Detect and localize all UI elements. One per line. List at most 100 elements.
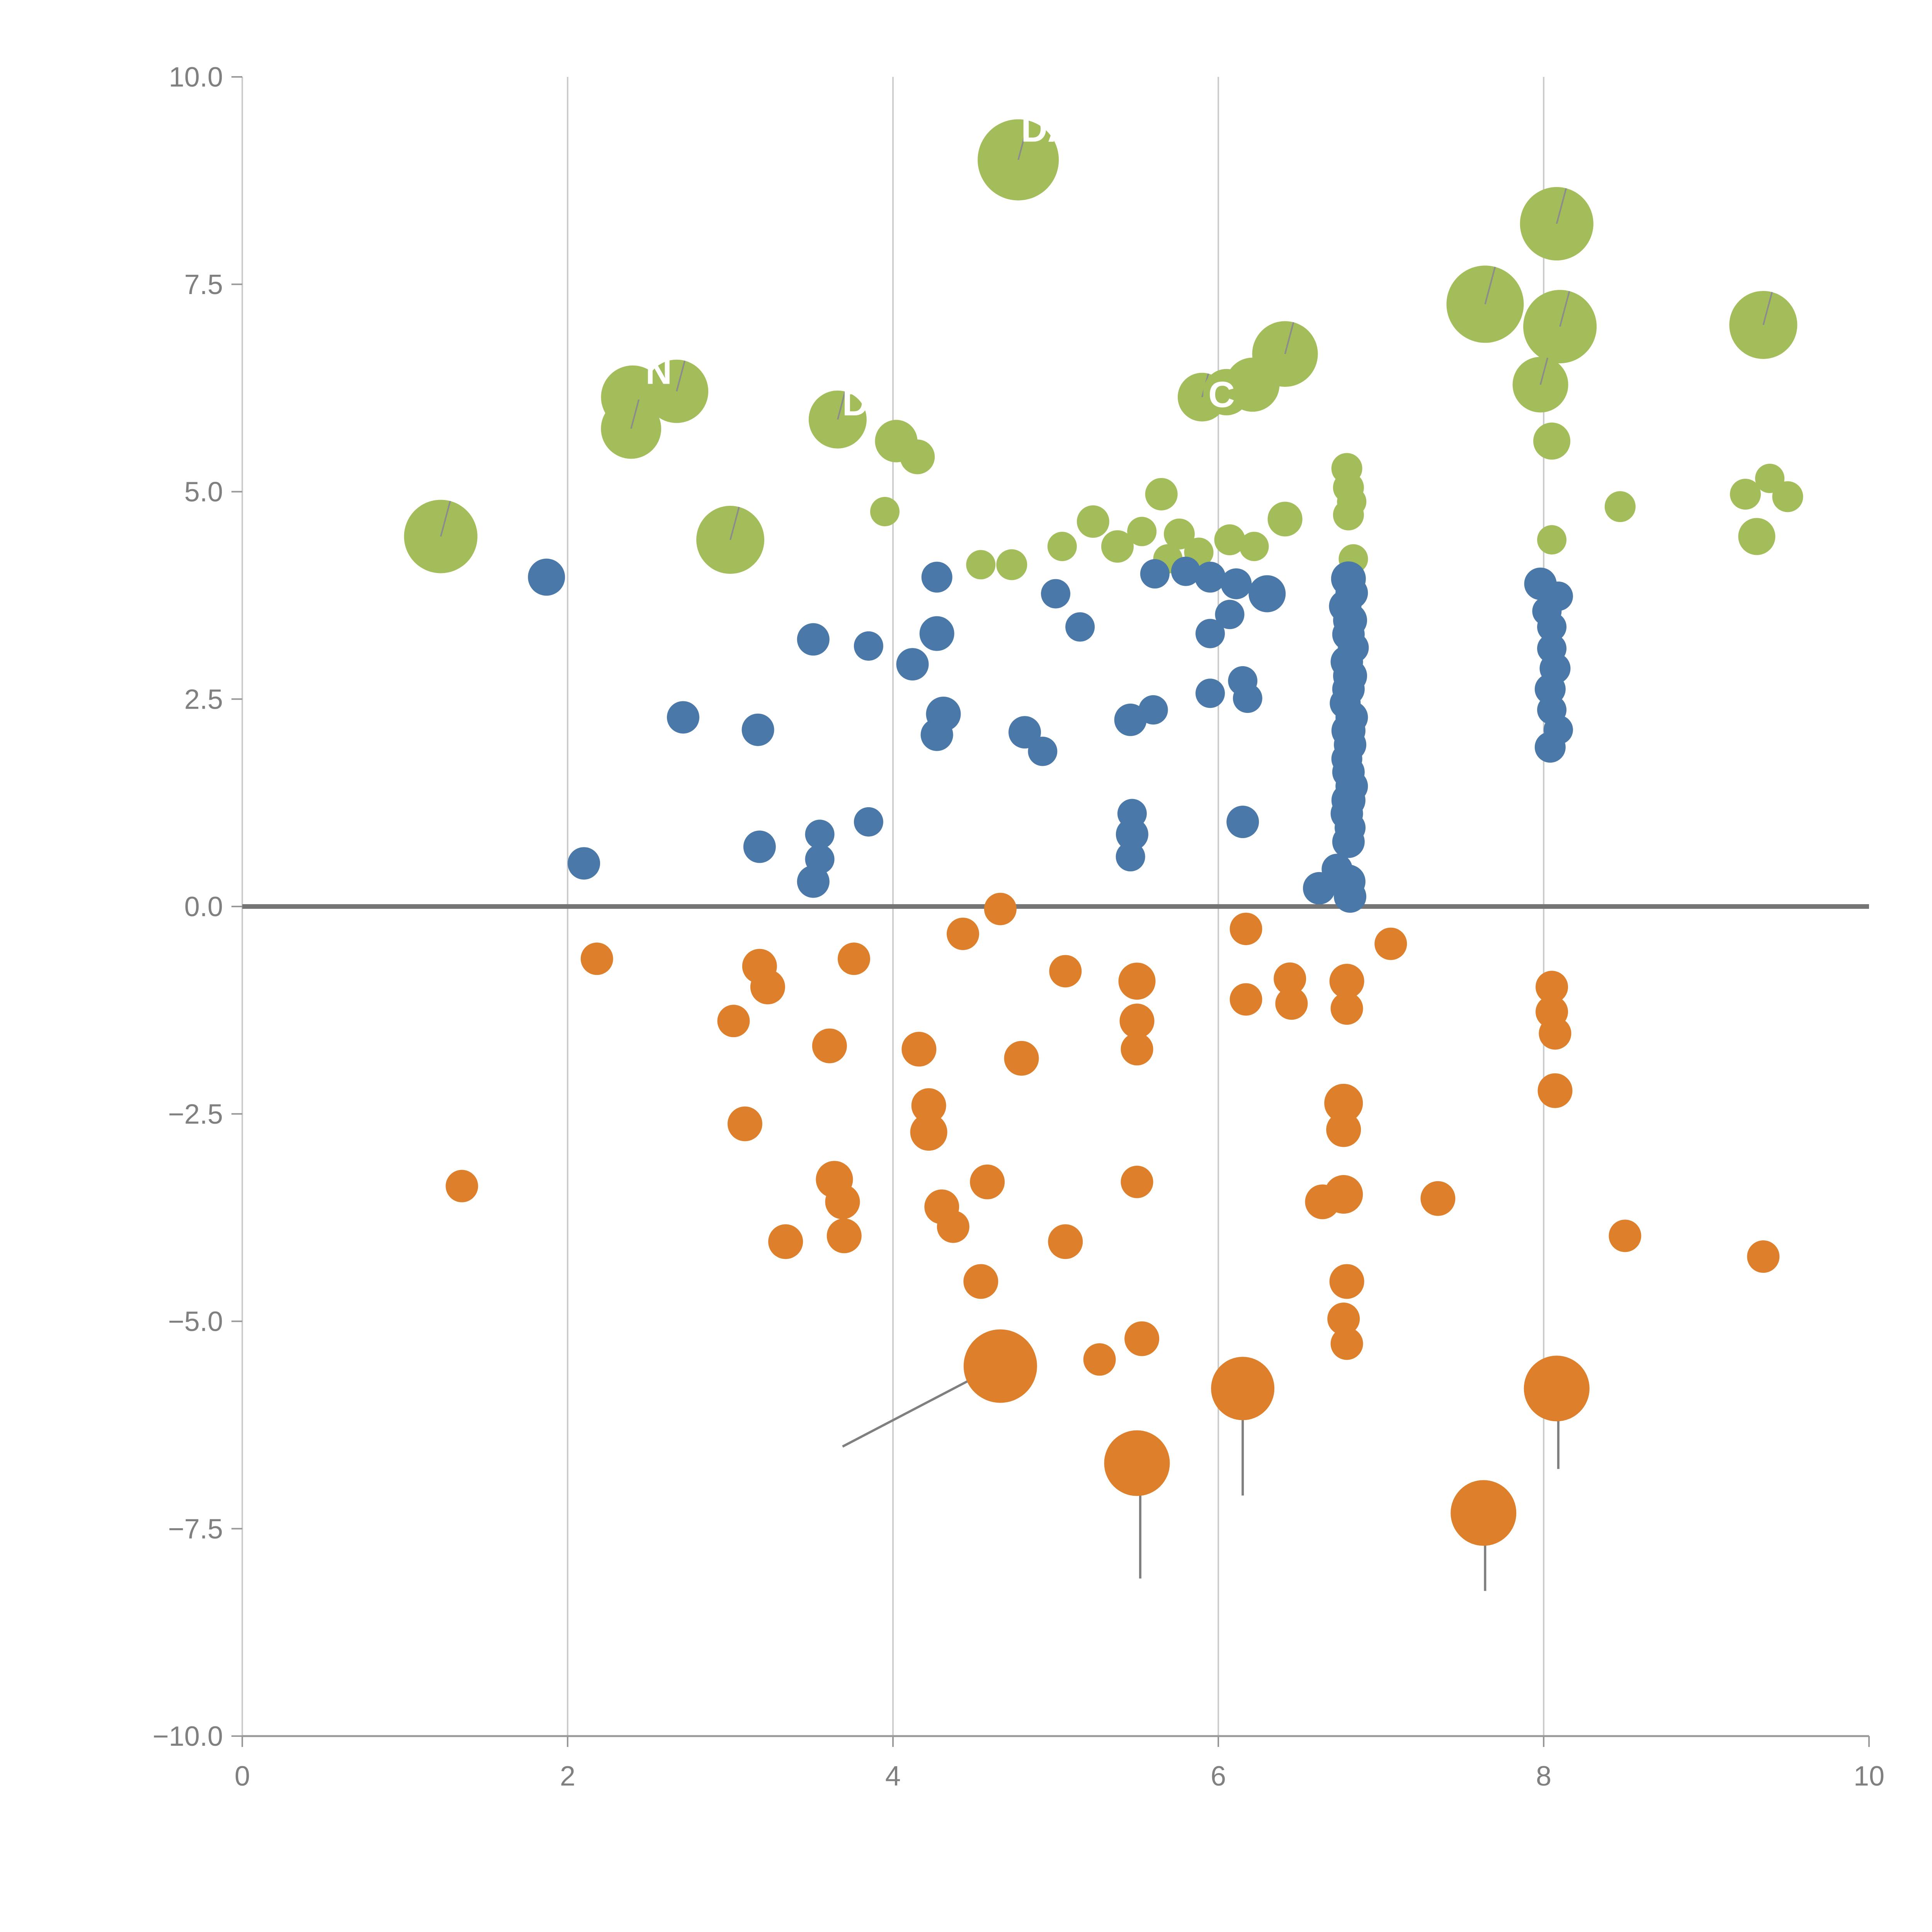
data-point-orange — [1083, 1343, 1116, 1376]
data-point-green — [1533, 422, 1571, 460]
data-point-blue — [667, 701, 699, 734]
data-point-orange — [727, 1106, 762, 1141]
data-point-blue — [528, 558, 565, 596]
data-point-orange — [1211, 1357, 1275, 1420]
data-point-blue — [1248, 575, 1286, 612]
x-tick-label: 6 — [1211, 1761, 1226, 1792]
data-point-orange — [1330, 1327, 1363, 1360]
data-point-orange — [837, 942, 870, 975]
data-point-orange — [1524, 1355, 1590, 1422]
data-point-blue — [1233, 684, 1262, 713]
data-point-blue — [1140, 559, 1170, 589]
data-point-orange — [1121, 1033, 1153, 1066]
whisker-line — [842, 1376, 975, 1448]
data-point-blue — [743, 830, 776, 863]
data-point-green — [870, 497, 900, 527]
data-point-orange — [1104, 1430, 1170, 1496]
data-point-green — [1203, 369, 1250, 415]
data-point-blue — [920, 718, 953, 751]
data-point-blue — [854, 807, 883, 837]
data-point-orange — [768, 1224, 803, 1259]
data-point-orange — [1420, 1181, 1456, 1216]
data-point-orange — [717, 1005, 750, 1037]
data-point-blue — [1116, 818, 1148, 851]
bubble-label: LE — [1572, 353, 1619, 394]
data-point-blue — [1028, 736, 1058, 766]
data-point-green — [1077, 505, 1109, 538]
data-point-orange — [812, 1028, 847, 1063]
data-point-orange — [947, 917, 980, 950]
data-point-green — [1145, 478, 1178, 510]
data-point-blue — [1041, 579, 1070, 609]
data-point-orange — [1124, 1321, 1160, 1356]
bubble-label: DA — [1021, 109, 1074, 150]
data-point-orange — [1329, 1264, 1364, 1299]
data-point-orange — [901, 1032, 937, 1067]
pie-notch-line — [676, 360, 686, 392]
data-point-blue — [1194, 561, 1226, 593]
x-tick-label: 8 — [1536, 1761, 1551, 1792]
y-tick-label: −2.5 — [168, 1099, 223, 1130]
data-point-orange — [580, 942, 613, 975]
data-point-orange — [1536, 971, 1568, 1003]
data-point-blue — [919, 616, 954, 651]
data-point-green — [1047, 532, 1077, 561]
data-point-green — [1127, 517, 1157, 546]
pie-notch-line — [630, 399, 640, 429]
data-point-blue — [921, 561, 952, 593]
x-tick-label: 0 — [235, 1761, 250, 1792]
data-point-green — [1214, 524, 1245, 556]
data-point-orange — [750, 969, 785, 1005]
y-tick-label: −7.5 — [168, 1514, 223, 1544]
data-point-blue — [1138, 695, 1168, 725]
y-tick-label: 5.0 — [184, 477, 223, 508]
data-point-orange — [910, 1113, 947, 1151]
data-point-orange — [1330, 992, 1363, 1025]
data-point-green — [1604, 491, 1636, 522]
bubble-label: N — [645, 351, 672, 392]
data-point-blue — [1534, 731, 1566, 763]
pie-notch-line — [837, 391, 846, 420]
data-point-blue — [1221, 568, 1252, 599]
data-point-blue — [1537, 612, 1567, 642]
data-point-orange — [911, 1088, 946, 1123]
data-point-orange — [1324, 1083, 1363, 1122]
x-tick-label: 2 — [560, 1761, 575, 1792]
data-point-green — [1738, 518, 1776, 555]
data-point-blue — [1332, 825, 1365, 858]
data-point-blue — [1334, 880, 1367, 913]
data-point-orange — [1326, 1112, 1361, 1147]
y-tick-label: −5.0 — [168, 1306, 223, 1337]
x-tick-label: 4 — [885, 1761, 901, 1792]
data-point-green — [1333, 499, 1364, 531]
data-point-orange — [1121, 1165, 1153, 1198]
data-point-blue — [1116, 842, 1145, 872]
data-point-orange — [970, 1164, 1005, 1199]
data-point-green — [1520, 187, 1594, 261]
data-point-green — [1267, 502, 1303, 537]
data-point-orange — [1004, 1041, 1039, 1076]
data-point-blue — [854, 631, 883, 661]
data-point-blue — [1114, 703, 1147, 736]
y-tick-label: 0.0 — [184, 891, 223, 922]
y-tick-label: 2.5 — [184, 684, 223, 715]
pie-notch-line — [440, 501, 451, 537]
data-point-orange — [1118, 963, 1156, 1000]
data-point-orange — [1048, 1224, 1083, 1259]
pie-notch-line — [1762, 292, 1773, 325]
data-point-blue — [1065, 612, 1095, 642]
data-point-orange — [1539, 1017, 1571, 1050]
y-tick-label: −10.0 — [153, 1721, 223, 1752]
data-point-blue — [1195, 619, 1225, 648]
pie-notch-line — [1284, 322, 1294, 354]
data-point-blue — [1215, 600, 1245, 629]
data-point-green — [1537, 525, 1567, 555]
data-point-green — [1163, 518, 1195, 549]
data-point-blue — [1171, 556, 1201, 586]
data-point-blue — [742, 713, 774, 746]
data-point-blue — [896, 648, 929, 681]
data-point-orange — [446, 1170, 478, 1202]
